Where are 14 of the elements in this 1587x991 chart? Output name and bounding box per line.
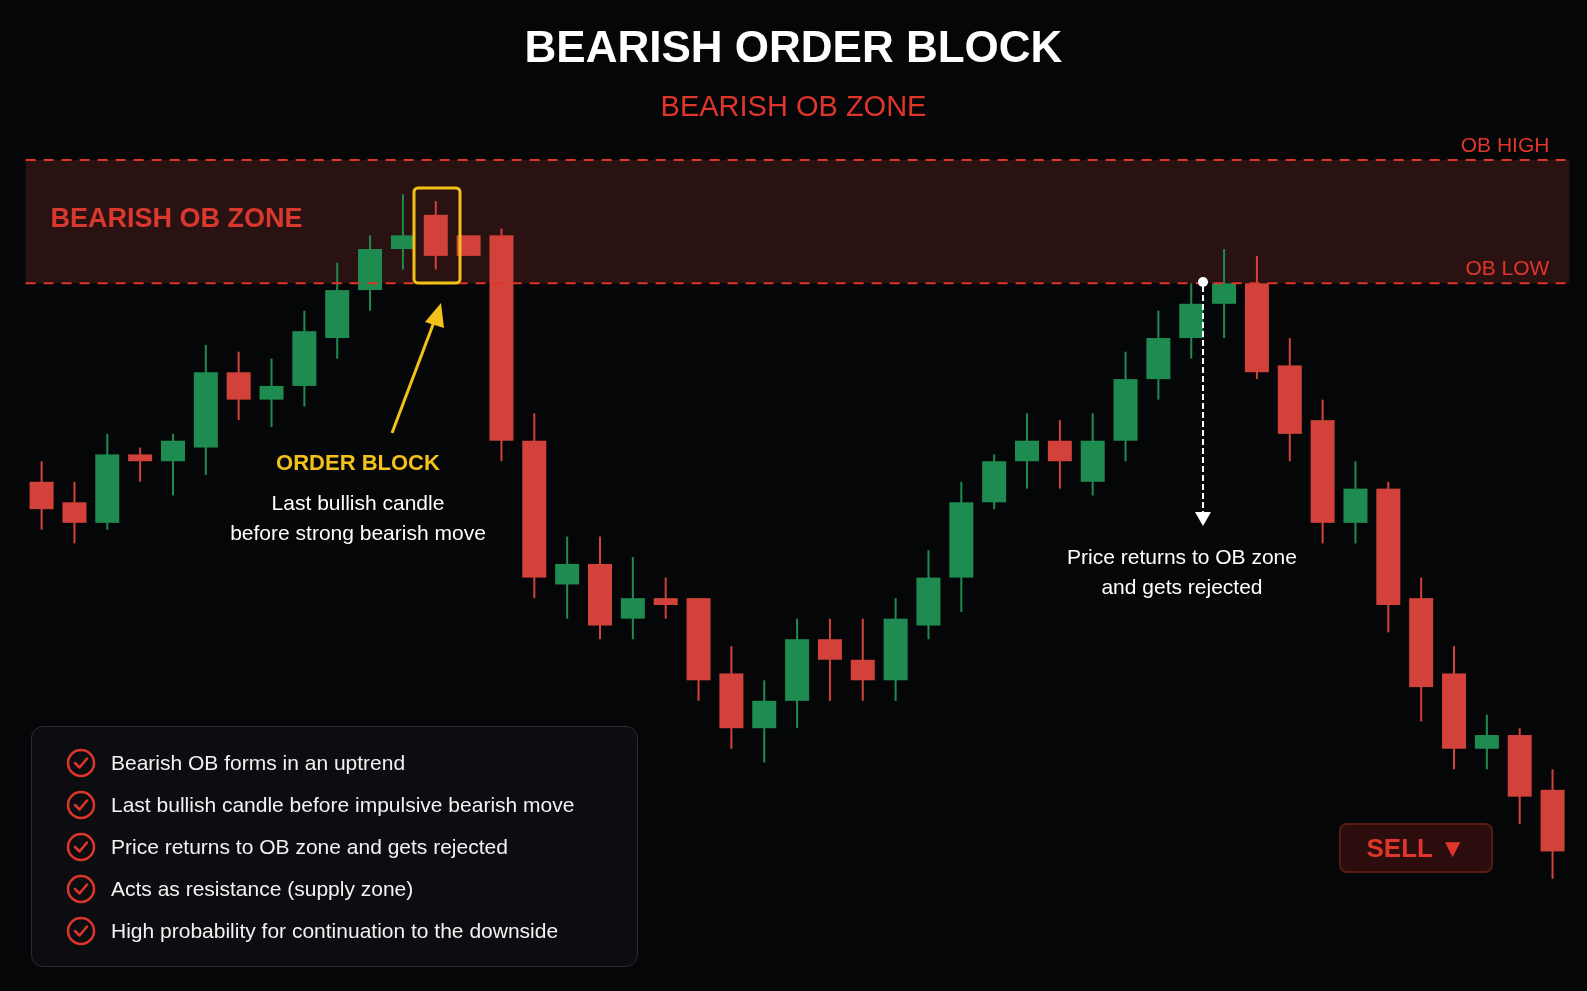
annotation: Acts as resistance (supply zone) [111, 877, 414, 901]
text: High probability for continuation to the downside [111, 919, 559, 942]
band-label: BEARISH OB ZONE [50, 202, 303, 233]
chart-title: BEARISH ORDER BLOCK [523, 22, 1064, 72]
ref-line-label: OB LOW [1465, 256, 1550, 280]
annotation: Price returns to OB zone and gets rejected [111, 835, 508, 859]
annotation: SELL ▼ [1339, 823, 1493, 873]
annotation: Last bullish candle before strong bearish move [229, 490, 487, 546]
annotation: Last bullish candle before impulsive bearish move [111, 793, 575, 817]
chart-subtitle: BEARISH OB ZONE [659, 90, 928, 123]
annotation: Bearish OB forms in an uptrend [111, 751, 406, 775]
ref-line-label: OB HIGH [1460, 133, 1550, 157]
annotation: ORDER BLOCK [275, 450, 441, 476]
annotation: Price returns to OB zone and gets rejected [1066, 544, 1298, 600]
